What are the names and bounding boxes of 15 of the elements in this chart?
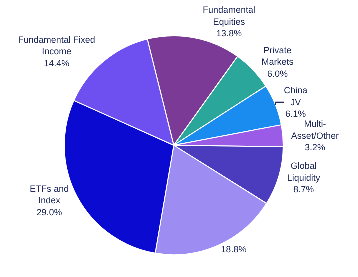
data-label: 6.0% <box>268 68 288 79</box>
slice-label: Multi-Asset/Other <box>291 119 339 141</box>
data-label: 14.4% <box>44 58 70 68</box>
data-label: 8.7% <box>294 184 314 194</box>
data-label: 6.1% <box>286 109 306 120</box>
slice-label: ETFs and Index <box>30 184 70 206</box>
data-label: 3.2% <box>304 142 326 153</box>
slice-label: Fundamental Fixed Income <box>18 34 96 57</box>
slice-label: China JV <box>284 86 308 108</box>
slice-label: Private Markets <box>262 45 294 68</box>
data-label: 13.8% <box>216 28 242 39</box>
slice-label: Fundamental Equities <box>202 5 256 27</box>
slice-label: Global Liquidity <box>287 161 321 183</box>
data-label: 29.0% <box>36 207 62 218</box>
data-label: 18.8% <box>221 244 247 255</box>
